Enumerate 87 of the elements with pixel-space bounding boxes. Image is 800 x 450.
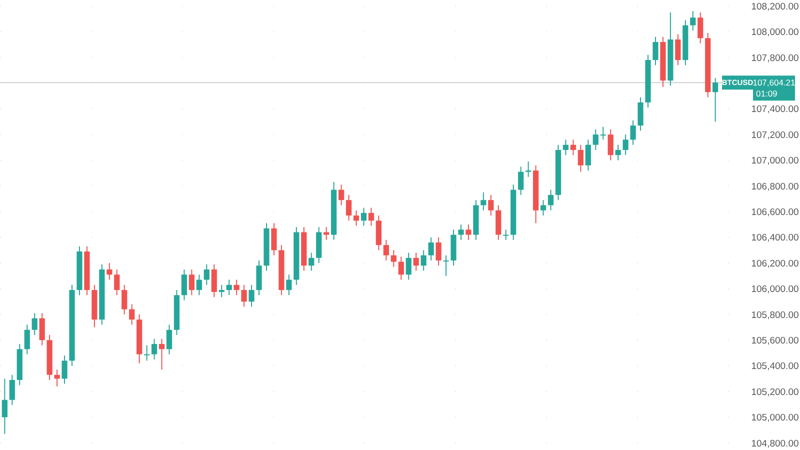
candlestick — [196, 274, 202, 296]
candlestick — [466, 224, 472, 240]
candlestick — [690, 10, 696, 31]
candlestick — [122, 284, 128, 315]
candlestick — [2, 378, 8, 434]
candlestick — [271, 222, 277, 256]
y-tick-label: 108,200.00 — [751, 1, 799, 12]
candlestick — [518, 166, 524, 196]
candlestick — [24, 324, 30, 355]
candlestick — [324, 226, 330, 240]
candlestick — [211, 264, 217, 298]
y-tick-label: 105,200.00 — [751, 386, 799, 398]
candlestick — [540, 200, 546, 216]
candlestick — [54, 369, 60, 387]
y-tick-label: 108,000.00 — [751, 27, 799, 38]
candlestick — [106, 262, 112, 280]
y-tick-label: 105,600.00 — [751, 335, 799, 346]
candlestick — [353, 210, 360, 226]
candlestick — [615, 144, 621, 161]
candlestick — [248, 284, 254, 308]
candlestick — [458, 224, 464, 240]
candlestick — [592, 128, 598, 150]
candlestick — [390, 250, 396, 268]
y-tick-label: 106,200.00 — [751, 258, 799, 270]
y-tick-label: 106,000.00 — [751, 284, 799, 296]
candlestick — [234, 279, 240, 296]
candlestick — [578, 144, 584, 172]
y-tick-label: 107,800.00 — [751, 52, 799, 64]
candlestick — [698, 12, 704, 44]
candlestick — [630, 120, 636, 146]
candlestick — [241, 284, 247, 308]
candlestick — [406, 252, 412, 280]
candlestick — [570, 139, 576, 156]
candlestick — [360, 207, 367, 226]
y-tick-label: 105,400.00 — [751, 361, 799, 372]
candlestick — [652, 36, 658, 66]
candlestick — [9, 374, 15, 406]
candlestick — [218, 284, 224, 298]
candlestick — [286, 274, 292, 296]
candlestick — [585, 139, 591, 172]
candlestick — [420, 250, 426, 272]
candlestick — [526, 161, 532, 178]
y-tick-label: 104,800.00 — [751, 438, 799, 450]
candlestick — [158, 338, 165, 370]
candlestick — [39, 312, 45, 346]
candlestick — [204, 264, 210, 286]
y-tick-label: 107,400.00 — [751, 104, 799, 116]
ref-line-label: 107,604.21 — [752, 78, 796, 88]
candlestick — [436, 236, 442, 266]
y-tick-label: 107,000.00 — [751, 156, 799, 167]
candlestick — [181, 268, 188, 301]
candlestick — [622, 134, 628, 156]
candlestick — [308, 252, 314, 272]
y-tick-label: 106,600.00 — [751, 206, 799, 218]
candlestick — [32, 312, 38, 336]
candlestick — [144, 344, 150, 362]
candlestick — [114, 268, 120, 296]
y-tick-label: 105,000.00 — [751, 412, 799, 424]
candlestick — [712, 78, 718, 122]
candlestick — [166, 324, 172, 355]
candlestick — [548, 189, 554, 211]
candlestick — [675, 34, 681, 66]
candlestick — [398, 256, 404, 280]
candlestick — [638, 96, 644, 132]
candlestick — [383, 239, 389, 261]
candlestick — [428, 236, 434, 261]
y-tick-label: 107,200.00 — [751, 130, 799, 141]
candlestick — [368, 207, 374, 226]
candlestick — [129, 304, 135, 326]
candlestick — [600, 126, 606, 140]
candlestick — [62, 355, 68, 384]
candlestick — [488, 194, 494, 216]
candlestick — [338, 184, 344, 206]
candlestick — [503, 229, 509, 240]
candlestick — [188, 268, 194, 296]
candlestick — [608, 128, 614, 161]
candlestick — [562, 139, 569, 156]
candlestick — [480, 192, 486, 211]
y-tick-label: 106,400.00 — [751, 232, 799, 244]
candlestick — [346, 194, 352, 222]
candlestick — [226, 279, 232, 296]
y-tick-label: 105,800.00 — [751, 310, 799, 321]
y-tick-label: 106,800.00 — [751, 181, 799, 192]
candlestick — [413, 252, 419, 272]
text: 01:09 — [756, 88, 778, 99]
candlestick — [443, 254, 449, 276]
candlestick — [151, 338, 158, 360]
